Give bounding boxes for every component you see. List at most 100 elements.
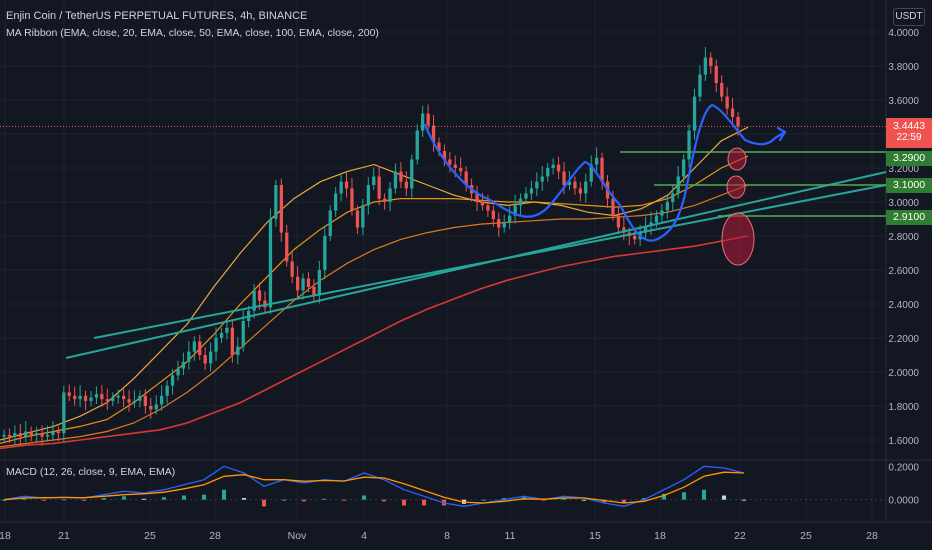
last-price-value: 3.4443 xyxy=(892,120,926,132)
candle-body xyxy=(334,193,338,211)
candle-body xyxy=(225,327,229,333)
candle-body xyxy=(214,338,218,352)
candle-body xyxy=(366,185,370,206)
candle-body xyxy=(437,142,441,151)
candle-body xyxy=(497,219,501,228)
ema-line-ema100 xyxy=(0,184,749,448)
candle-body xyxy=(551,164,555,168)
candle-body xyxy=(296,276,300,291)
time-tick-label: 18 xyxy=(654,530,666,542)
candle-body xyxy=(421,113,425,131)
candle-body xyxy=(393,171,398,189)
candle-body xyxy=(62,392,66,434)
zone-circle-3 xyxy=(721,212,755,266)
level-tag-2: 3.1000 xyxy=(886,178,932,193)
candle-body xyxy=(35,433,39,435)
candle-body xyxy=(567,181,572,185)
drawn-pattern-path xyxy=(423,103,787,242)
macd-histogram-bar xyxy=(362,495,366,500)
macd-histogram-bar xyxy=(242,498,246,500)
price-tick-label: 3.8000 xyxy=(888,62,919,73)
time-tick-label: 11 xyxy=(505,530,516,542)
candle-body xyxy=(480,202,485,206)
candle-body xyxy=(187,351,191,362)
candle-body xyxy=(654,215,659,223)
macd-histogram-bar xyxy=(722,495,726,500)
candle-body xyxy=(633,236,637,240)
candle-body xyxy=(611,198,615,216)
candle-body xyxy=(149,406,153,410)
candle-body xyxy=(274,185,278,219)
macd-histogram-bar xyxy=(422,499,426,506)
candle-body xyxy=(622,227,626,233)
macd-tick-label: 0.0000 xyxy=(888,496,919,507)
macd-histogram-bar xyxy=(282,499,286,501)
macd-histogram-bar xyxy=(82,499,86,501)
candle-body xyxy=(671,193,675,202)
candle-body xyxy=(165,385,169,396)
macd-histogram-bar xyxy=(642,498,646,500)
candle-body xyxy=(529,188,534,194)
candle-body xyxy=(203,355,207,364)
candle-body xyxy=(404,181,408,189)
macd-histogram-bar xyxy=(622,499,626,503)
macd-histogram-bar xyxy=(182,495,186,500)
price-tick-label: 4.0000 xyxy=(888,28,919,39)
zone-circle-1 xyxy=(727,147,747,171)
candle-body xyxy=(355,210,360,228)
time-tick-label: 28 xyxy=(209,530,221,542)
macd-histogram-bar xyxy=(682,492,686,500)
candle-body xyxy=(290,261,294,277)
candle-body xyxy=(584,181,588,194)
currency-selector[interactable]: USDT xyxy=(893,8,925,26)
candle-body xyxy=(399,171,403,182)
candle-body xyxy=(24,431,28,437)
macd-histogram-bar xyxy=(482,499,486,501)
candle-body xyxy=(388,188,392,202)
candle-body xyxy=(198,341,202,355)
candle-body xyxy=(730,108,735,117)
candle-body xyxy=(448,159,452,165)
candle-body xyxy=(660,210,664,216)
candle-body xyxy=(317,270,321,296)
macd-histogram-bar xyxy=(42,499,46,501)
indicator-legend: MA Ribbon (EMA, close, 20, EMA, close, 5… xyxy=(6,27,379,39)
candle-body xyxy=(459,168,463,172)
time-tick-label: 25 xyxy=(144,530,156,542)
candle-body xyxy=(45,434,50,437)
candle-body xyxy=(67,392,71,396)
macd-histogram-bar xyxy=(582,499,586,501)
candle-body xyxy=(361,205,365,228)
macd-histogram-bar xyxy=(162,497,166,500)
candle-body xyxy=(18,433,22,437)
candle-body xyxy=(312,287,316,296)
candle-body xyxy=(665,202,669,211)
candle-body xyxy=(573,181,577,189)
time-tick-label: 25 xyxy=(800,530,812,542)
macd-histogram-bar xyxy=(122,496,126,500)
candle-body xyxy=(83,395,88,401)
candle-body xyxy=(219,332,224,338)
candle-body xyxy=(714,66,718,83)
candle-body xyxy=(687,130,691,160)
candle-body xyxy=(132,400,137,403)
time-tick-label: 15 xyxy=(589,530,601,542)
candle-body xyxy=(546,168,550,177)
zone-circle-2 xyxy=(726,175,746,199)
candle-body xyxy=(78,395,82,400)
candle-body xyxy=(2,434,6,437)
time-tick-label: 21 xyxy=(58,530,70,542)
time-tick-label: 4 xyxy=(361,530,367,542)
price-tick-label: 2.8000 xyxy=(888,232,919,243)
candle-body xyxy=(339,181,343,194)
candle-body xyxy=(426,113,430,126)
macd-histogram-bar xyxy=(702,489,706,500)
candle-body xyxy=(181,361,186,369)
candle-body xyxy=(127,399,131,403)
ema-line-ema50 xyxy=(0,155,749,444)
candle-body xyxy=(464,171,468,185)
candle-body xyxy=(643,225,648,233)
macd-legend: MACD (12, 26, close, 9, EMA, EMA) xyxy=(6,466,176,478)
candle-body xyxy=(649,222,653,226)
